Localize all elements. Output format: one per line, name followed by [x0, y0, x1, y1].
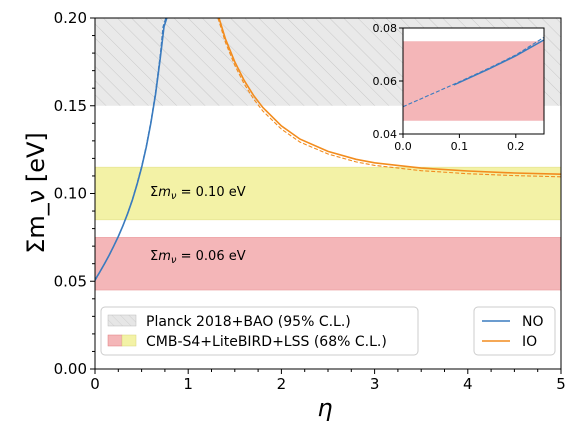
x-tick-label-5: 5	[556, 375, 566, 393]
legend-planck-swatch	[107, 314, 137, 327]
y-axis-label: Σm_ν [eV]	[22, 132, 50, 254]
legend-io-label: IO	[522, 334, 537, 350]
y-tick-label-0.05: 0.05	[54, 272, 87, 290]
legend-cmb-swatch-red	[107, 334, 123, 347]
x-tick-label-2: 2	[277, 375, 287, 393]
series-dashed-NO	[95, 18, 167, 281]
band-annotations: Σmν = 0.10 eV Σmν = 0.06 eV	[150, 185, 246, 266]
inset-x-tick-label-0.0: 0.0	[394, 140, 412, 153]
inset-x-tick-label-0.1: 0.1	[451, 140, 469, 153]
x-axis-title: η	[317, 394, 332, 422]
legend-left: Planck 2018+BAO (95% C.L.) CMB-S4+LiteBI…	[100, 306, 419, 356]
series-layer	[95, 18, 561, 281]
y-tick-label-0.15: 0.15	[54, 97, 87, 115]
legend-planck-label: Planck 2018+BAO (95% C.L.)	[146, 314, 351, 330]
x-axis-label: η	[317, 394, 332, 422]
inset-chart: 0.0 0.1 0.2 0.04 0.06 0.08	[373, 22, 545, 153]
legend-right-box	[473, 306, 556, 356]
inset-series-1	[403, 36, 544, 108]
inset-plot-area	[403, 36, 544, 121]
y-axis-title: Σm_ν [eV]	[22, 132, 50, 254]
legend-left-box	[100, 306, 419, 356]
series-line-IO	[218, 18, 561, 175]
axes-layer: 0 1 2 3 4 5 0.00 0.05 0.10 0.15 0.20	[54, 9, 566, 393]
band-1	[95, 166, 561, 221]
legend-no-label: NO	[522, 314, 544, 330]
y-tick-label-0.00: 0.00	[54, 360, 87, 378]
inset-y-tick-label-0.06: 0.06	[373, 75, 398, 88]
inset-series-0	[453, 39, 544, 86]
annotation-sum-mass-006: Σmν = 0.06 eV	[150, 249, 246, 266]
legend-cmb-label: CMB-S4+LiteBIRD+LSS (68% C.L.)	[146, 334, 387, 350]
x-tick-label-4: 4	[463, 375, 473, 393]
annotation-sum-mass-010: Σmν = 0.10 eV	[150, 185, 246, 202]
y-tick-label-0.10: 0.10	[54, 185, 87, 203]
inset-band	[403, 41, 544, 121]
legend-cmb-swatch-yellow	[121, 334, 137, 347]
legend-right: NO IO	[473, 306, 556, 356]
inset-y-tick-label-0.08: 0.08	[373, 22, 398, 35]
band-2	[95, 237, 561, 291]
x-tick-label-1: 1	[183, 375, 193, 393]
inset-x-tick-label-0.2: 0.2	[507, 140, 525, 153]
x-tick-label-0: 0	[90, 375, 100, 393]
y-tick-label-0.20: 0.20	[54, 9, 87, 27]
inset-y-tick-label-0.04: 0.04	[373, 128, 398, 141]
series-dashed-IO	[217, 18, 561, 178]
x-tick-label-3: 3	[370, 375, 380, 393]
